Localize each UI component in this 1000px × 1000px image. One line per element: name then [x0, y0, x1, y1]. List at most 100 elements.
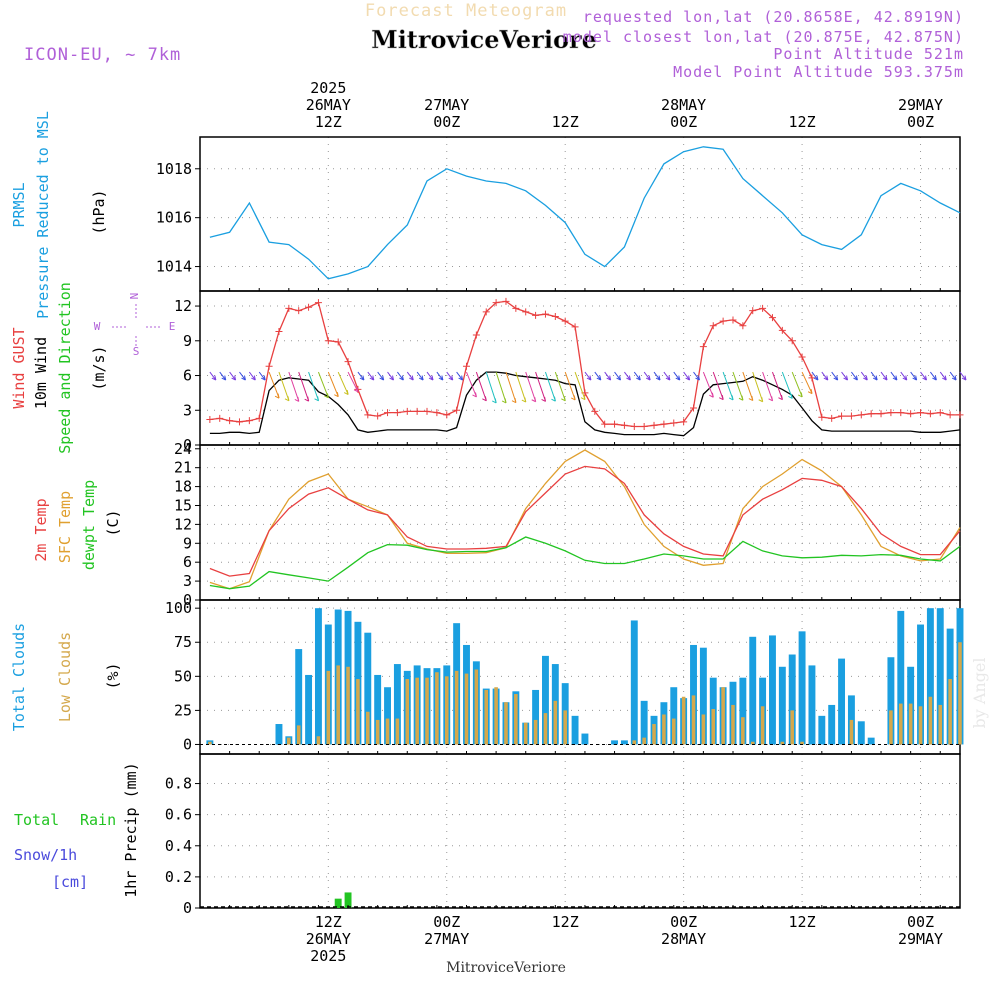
wind-arrow: [821, 371, 829, 381]
gust-point: [699, 343, 707, 351]
y-tick-label: 0.8: [165, 775, 192, 793]
gust-point: [630, 422, 638, 430]
bottom-time-label: 00Z: [670, 913, 697, 931]
pressure-msl-label: Pressure Reduced to MSL: [34, 111, 52, 319]
gust-point: [541, 310, 549, 318]
y-tick-label: 9: [183, 332, 192, 350]
precip-labels: Total Rain Snow/1h [cm] 1hr Precip (mm): [14, 762, 140, 897]
total-cloud-bar: [640, 700, 648, 745]
wind-arrow: [811, 371, 819, 381]
wind-arrow: [347, 371, 359, 393]
low-cloud-bar: [494, 687, 498, 745]
low-cloud-bar: [326, 670, 331, 745]
low-cloud-bar: [662, 714, 666, 745]
wind-arrow: [624, 371, 631, 381]
wind-arrow: [614, 371, 622, 381]
low-cloud-bar: [681, 696, 686, 745]
compass-s: S: [133, 345, 140, 358]
gust-point: [611, 420, 619, 428]
temp-labels: 2m Temp SFC Temp dewpt Temp (C): [32, 480, 122, 570]
sfc-temp-label: SFC Temp: [56, 491, 74, 563]
gust-point: [759, 304, 767, 312]
gust-point: [571, 323, 579, 331]
location-title: MitroviceVeriore: [371, 25, 597, 54]
low-cloud-bar: [652, 724, 656, 745]
total-cloud-bar: [749, 636, 757, 745]
wind-arrow: [219, 371, 227, 381]
top-time-label: 26MAY: [306, 96, 351, 114]
wind-arrow: [574, 371, 586, 401]
wind-arrow: [288, 371, 300, 402]
low-cloud-bar: [780, 741, 785, 745]
model-altitude: Model Point Altitude 593.375m: [673, 63, 964, 81]
wind-arrow: [604, 371, 612, 381]
y-tick-label: 100: [165, 599, 192, 617]
total-cloud-bar: [926, 608, 934, 745]
low-cloud-bar: [889, 710, 893, 745]
wind-arrow: [229, 371, 237, 381]
wind-arrow: [377, 371, 385, 381]
low-cloud-bar: [741, 717, 745, 745]
wind-arrow: [910, 371, 918, 381]
hpa-label: (hPa): [90, 189, 108, 234]
wind-arrow: [633, 371, 641, 381]
wind-arrow: [702, 371, 714, 398]
low-cloud-bar: [642, 737, 646, 745]
wind-arrow: [357, 371, 365, 381]
gust-point: [640, 422, 648, 430]
gust-point: [867, 410, 875, 418]
gust-point: [413, 407, 421, 415]
bottom-time-label: 26MAY: [306, 930, 351, 948]
total-cloud-bar: [542, 655, 549, 745]
y-tick-label: 9: [183, 534, 192, 552]
panel-frame: [199, 290, 961, 446]
watermark: by Angel: [970, 657, 989, 728]
wind-arrow: [939, 371, 947, 381]
wind-arrow: [722, 371, 734, 401]
gust-point: [226, 417, 234, 425]
wind-arrow: [456, 371, 464, 381]
low-cloud-bar: [316, 736, 321, 745]
y-tick-label: 6: [183, 367, 192, 385]
wind-arrow: [900, 371, 908, 381]
total-cloud-bar: [532, 689, 540, 745]
dewpt-label: dewpt Temp: [80, 480, 98, 570]
wind-arrow: [683, 371, 691, 381]
low-cloud-bar: [425, 677, 429, 745]
panel-frames: [199, 136, 961, 909]
low-cloud-bar: [691, 695, 696, 745]
temp2m-label: 2m Temp: [32, 498, 50, 561]
gust-point: [492, 299, 500, 307]
y-tick-label: 0: [183, 591, 192, 609]
wind-arrow: [752, 371, 764, 403]
wind-arrow: [693, 371, 700, 381]
y-tick-label: 12: [174, 297, 192, 315]
gust-point: [601, 420, 609, 428]
wind-arrow: [515, 371, 527, 403]
total-cloud-bar: [630, 620, 638, 745]
wind-arrow: [308, 371, 320, 402]
low-cloud-bar: [296, 725, 301, 745]
low-cloud-bar: [721, 687, 725, 745]
compass-icon: N W E S: [94, 293, 176, 358]
wind-arrow: [387, 371, 395, 381]
y-tick-label: 3: [183, 572, 192, 590]
top-time-label: 00Z: [670, 113, 697, 131]
footer-location: MitroviceVeriore: [446, 960, 566, 976]
wind-arrow: [367, 371, 375, 381]
gust-point: [512, 304, 520, 312]
panel-frame: [199, 753, 961, 909]
gust-point: [206, 416, 214, 424]
total-cloud-bar: [788, 654, 796, 745]
wind-arrow: [890, 371, 898, 381]
gust-point: [936, 409, 944, 417]
precip-unit-label: 1hr Precip (mm): [122, 762, 140, 897]
top-time-label: 12Z: [315, 113, 342, 131]
wind-arrow: [525, 371, 537, 403]
bottom-time-label: 12Z: [552, 913, 579, 931]
wind-arrow: [209, 371, 217, 381]
wind-arrow: [564, 371, 576, 401]
total-cloud-bar: [364, 632, 372, 745]
gust-point: [768, 314, 776, 322]
